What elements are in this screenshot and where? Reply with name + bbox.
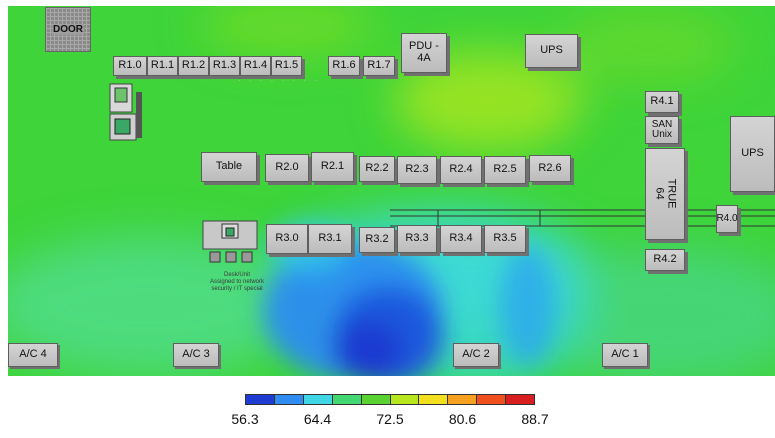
colorbar-segment-8 [477,395,507,404]
rack-r3-3[interactable]: R3.3 [397,225,437,253]
ups-top[interactable]: UPS [525,34,578,68]
rack-r3-0[interactable]: R3.0 [266,224,308,254]
workstation-unit-top [108,82,144,146]
colorbar-tick-2: 72.5 [376,411,404,427]
san-unix[interactable]: SAN Unix [645,116,679,144]
rack-r4-1[interactable]: R4.1 [645,91,679,113]
colorbar-segment-6 [419,395,449,404]
pdu-4a[interactable]: PDU - 4A [401,33,447,73]
rack-r2-4[interactable]: R2.4 [440,156,482,184]
rack-r3-2[interactable]: R3.2 [359,227,395,253]
colorbar-segment-3 [332,395,362,404]
colorbar-segment-1 [274,395,304,404]
colorbar-tick-3: 80.6 [448,411,477,427]
colorbar-tick-1: 64.4 [303,411,332,427]
rack-r2-0[interactable]: R2.0 [265,154,309,182]
rack-r1-6[interactable]: R1.6 [328,56,360,76]
rack-r1-3[interactable]: R1.3 [209,56,240,76]
rack-r3-1[interactable]: R3.1 [308,224,352,254]
rack-r2-5[interactable]: R2.5 [484,156,526,184]
ups-right[interactable]: UPS [730,116,775,192]
workstation-note: Desk/Unit Assigned to network security /… [209,272,265,292]
temperature-colorbar [245,394,535,405]
colorbar-segment-9 [506,395,535,404]
rack-r4-0[interactable]: R4.0 [716,205,738,233]
rack-r1-5[interactable]: R1.5 [271,56,302,76]
rack-r1-7[interactable]: R1.7 [363,56,395,76]
true64-rack[interactable]: TRUE 64 [645,148,685,240]
colorbar-segment-2 [303,395,333,404]
ac-unit-2[interactable]: A/C 2 [453,343,499,367]
rack-r2-1[interactable]: R2.1 [311,152,354,182]
rack-r4-2[interactable]: R4.2 [645,249,685,271]
ac-unit-1[interactable]: A/C 1 [602,343,648,367]
workstation-unit-bottom [202,220,260,272]
colorbar-segment-5 [390,395,420,404]
rack-r1-2[interactable]: R1.2 [178,56,209,76]
server-room-floor-plan: DOOR · · · · · · · · R1.0 R1.1 R1.2 R1.3… [8,6,775,376]
rack-r2-6[interactable]: R2.6 [529,155,571,182]
rack-r3-5[interactable]: R3.5 [484,225,526,253]
rack-r3-4[interactable]: R3.4 [440,225,482,253]
table[interactable]: Table [201,152,257,182]
true64-label: TRUE 64 [653,179,678,209]
rack-r2-2[interactable]: R2.2 [359,156,395,182]
colorbar-tick-4: 88.7 [521,411,549,427]
rack-r1-0[interactable]: R1.0 [113,56,147,76]
ac-unit-3[interactable]: A/C 3 [173,343,219,367]
colorbar-segment-4 [361,395,391,404]
rack-r1-4[interactable]: R1.4 [240,56,271,76]
colorbar-tick-0: 56.3 [231,411,259,427]
door-label: DOOR [52,24,84,35]
side-marking: ····· [684,158,694,178]
colorbar-segment-7 [448,395,478,404]
rack-r2-3[interactable]: R2.3 [397,156,437,184]
floor-marking: · · · · · · · · [238,76,320,85]
rack-r1-1[interactable]: R1.1 [147,56,178,76]
door: DOOR [45,7,91,52]
colorbar-segment-0 [246,395,275,404]
computer-desk-icon [202,220,258,263]
ac-unit-4[interactable]: A/C 4 [8,343,58,367]
computer-workstation-icon [109,83,142,141]
